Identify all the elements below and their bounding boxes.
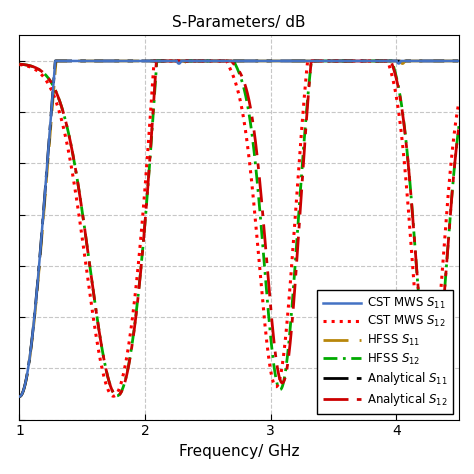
Analytical $S_{11}$ (205, 58, 210, 64)
Analytical $S_{11}$ (201, 58, 207, 64)
HFSS $S_{12}$ (205, 58, 210, 64)
HFSS $S_{11}$ (456, 58, 462, 64)
Analytical $S_{11}$ (53, 58, 58, 64)
Analytical $S_{12}$ (201, 58, 207, 64)
HFSS $S_{12}$ (201, 58, 207, 64)
CST MWS $S_{11}$ (336, 58, 342, 64)
Analytical $S_{12}$ (205, 58, 210, 64)
CST MWS $S_{12}$ (336, 58, 342, 64)
HFSS $S_{11}$ (53, 58, 59, 64)
CST MWS $S_{11}$ (17, 394, 22, 400)
Line: HFSS $S_{12}$: HFSS $S_{12}$ (19, 61, 459, 396)
Analytical $S_{12}$ (443, 273, 448, 278)
HFSS $S_{12}$ (443, 273, 448, 278)
CST MWS $S_{12}$ (425, 393, 430, 399)
CST MWS $S_{12}$ (226, 62, 231, 68)
CST MWS $S_{12}$ (421, 383, 427, 388)
HFSS $S_{11}$ (336, 58, 342, 64)
CST MWS $S_{12}$ (205, 58, 210, 64)
Analytical $S_{11}$ (17, 394, 22, 400)
CST MWS $S_{11}$ (226, 58, 231, 64)
CST MWS $S_{11}$ (456, 58, 462, 64)
CST MWS $S_{12}$ (456, 99, 462, 104)
CST MWS $S_{11}$ (421, 58, 427, 64)
HFSS $S_{12}$ (226, 58, 231, 64)
HFSS $S_{11}$ (201, 58, 207, 64)
Title: S-Parameters/ dB: S-Parameters/ dB (173, 15, 306, 30)
HFSS $S_{12}$ (154, 58, 160, 64)
HFSS $S_{12}$ (428, 393, 434, 399)
X-axis label: Frequency/ GHz: Frequency/ GHz (179, 444, 300, 459)
Analytical $S_{12}$ (336, 58, 342, 64)
CST MWS $S_{11}$ (53, 58, 58, 64)
Analytical $S_{11}$ (456, 58, 462, 64)
Analytical $S_{11}$ (421, 58, 427, 64)
Analytical $S_{12}$ (226, 58, 231, 64)
Line: HFSS $S_{11}$: HFSS $S_{11}$ (19, 61, 459, 397)
Line: CST MWS $S_{12}$: CST MWS $S_{12}$ (19, 61, 459, 396)
CST MWS $S_{12}$ (201, 58, 207, 64)
Analytical $S_{12}$ (421, 353, 427, 359)
HFSS $S_{11}$ (17, 394, 22, 400)
HFSS $S_{11}$ (421, 58, 427, 64)
CST MWS $S_{11}$ (201, 58, 207, 64)
Legend: CST MWS $S_{11}$, CST MWS $S_{12}$, HFSS $S_{11}$, HFSS $S_{12}$, Analytical $S_: CST MWS $S_{11}$, CST MWS $S_{12}$, HFSS… (317, 290, 453, 414)
CST MWS $S_{12}$ (17, 62, 22, 67)
HFSS $S_{11}$ (443, 58, 448, 64)
CST MWS $S_{11}$ (443, 58, 448, 64)
Analytical $S_{11}$ (226, 58, 231, 64)
HFSS $S_{12}$ (421, 353, 427, 359)
Analytical $S_{11}$ (336, 58, 342, 64)
CST MWS $S_{12}$ (443, 223, 448, 228)
Analytical $S_{12}$ (428, 393, 434, 399)
Line: CST MWS $S_{11}$: CST MWS $S_{11}$ (19, 61, 459, 397)
Line: Analytical $S_{12}$: Analytical $S_{12}$ (19, 61, 459, 396)
Analytical $S_{11}$ (443, 58, 448, 64)
CST MWS $S_{11}$ (205, 58, 210, 64)
CST MWS $S_{12}$ (151, 58, 157, 64)
Line: Analytical $S_{11}$: Analytical $S_{11}$ (19, 61, 459, 397)
HFSS $S_{12}$ (456, 123, 462, 128)
HFSS $S_{11}$ (226, 58, 231, 64)
HFSS $S_{12}$ (336, 58, 342, 64)
Analytical $S_{12}$ (17, 61, 22, 67)
Analytical $S_{12}$ (154, 58, 159, 64)
Analytical $S_{12}$ (456, 123, 462, 128)
HFSS $S_{12}$ (17, 61, 22, 67)
HFSS $S_{11}$ (205, 58, 210, 64)
